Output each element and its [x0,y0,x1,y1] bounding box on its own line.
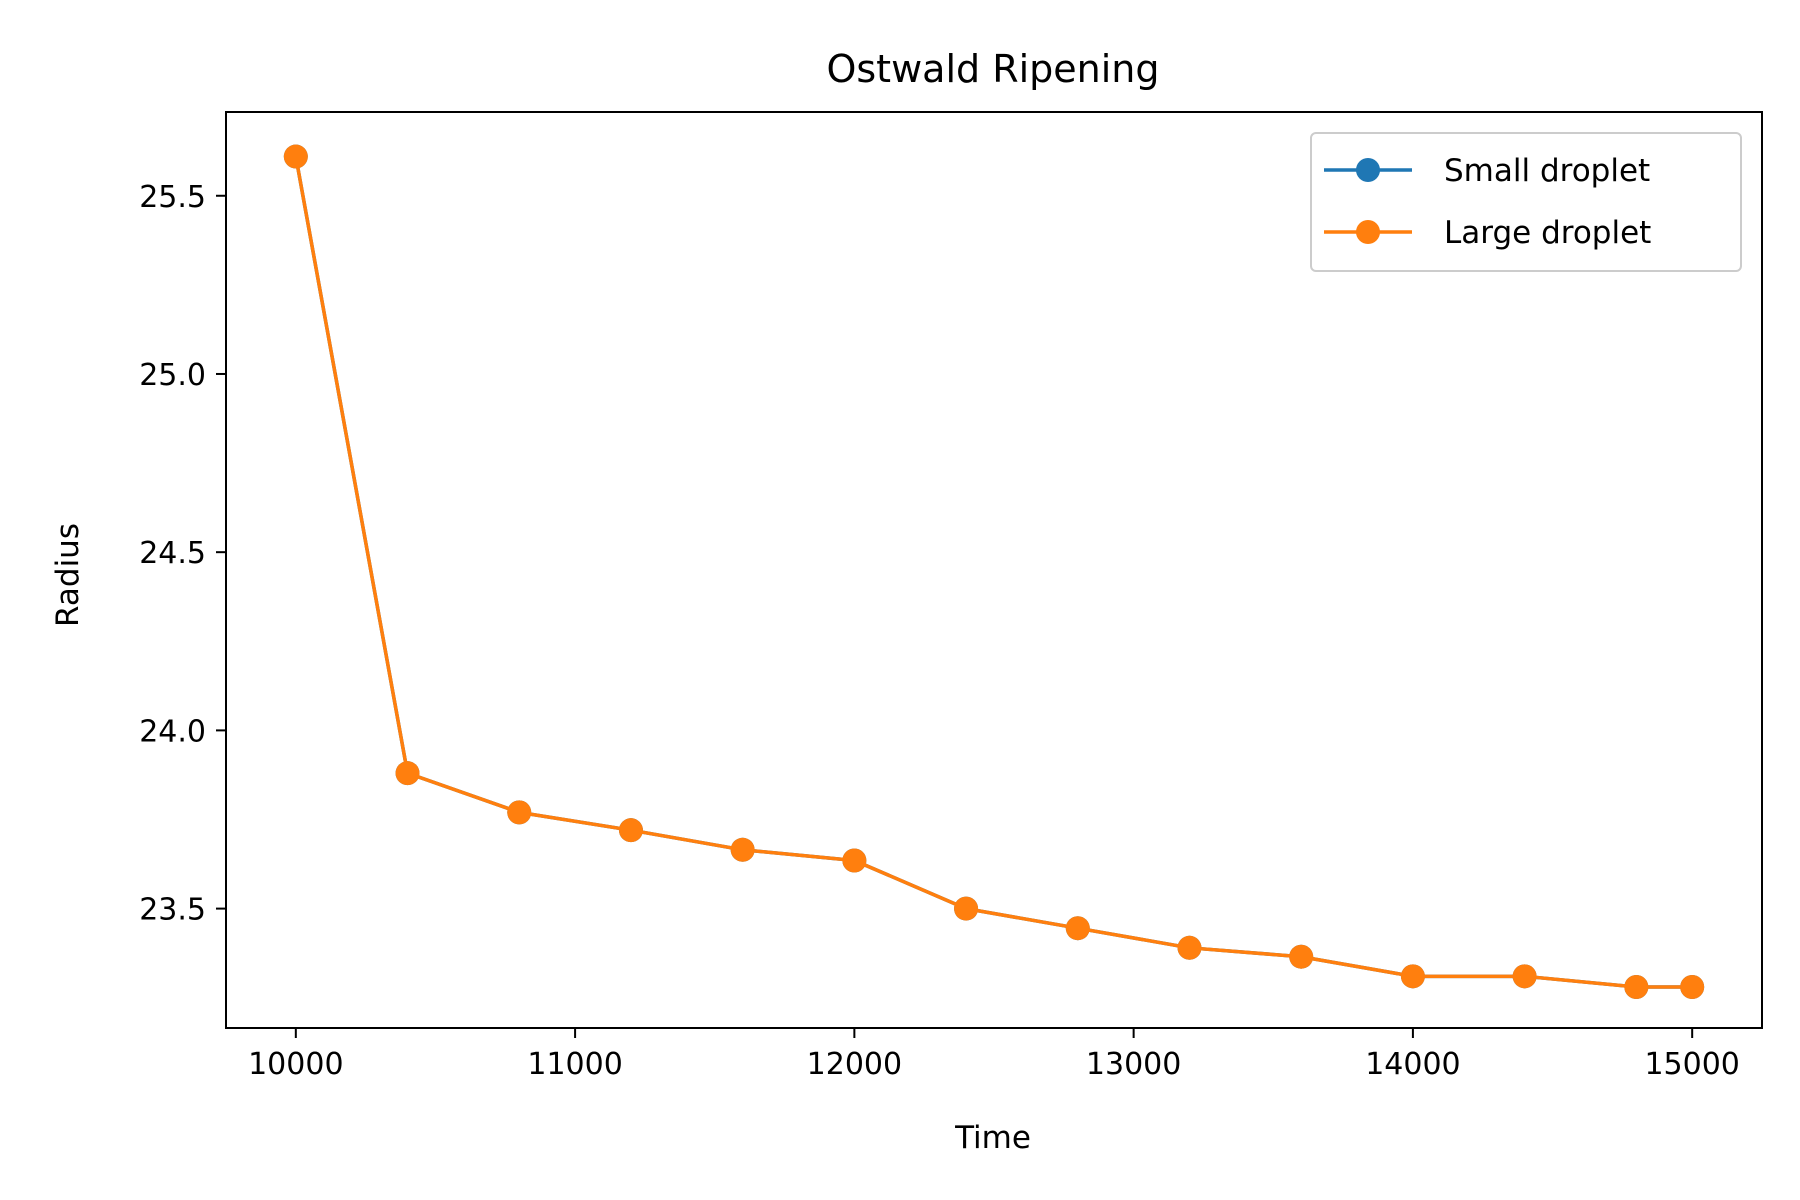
x-axis-ticks: 10000 11000 12000 13000 14000 15000 [248,1028,1740,1082]
plot-area: 10000 11000 12000 13000 14000 15000 23.524.02… [139,111,1763,1082]
series-line-large-droplet [294,156,1693,989]
data-point-large-droplet [1680,975,1705,1000]
legend-frame [1310,132,1742,272]
x-tick-label: 14000 [1365,1047,1460,1082]
data-point-large-droplet [507,800,532,825]
legend-swatch-marker [1356,158,1380,182]
data-point-large-droplet [842,848,867,873]
x-tick-label: 10000 [248,1047,343,1082]
data-point-large-droplet [1177,935,1202,960]
data-point-large-droplet [618,818,643,843]
legend-label: Large droplet [1444,215,1651,251]
data-point-large-droplet [395,761,420,786]
legend-items: Small droplet Large droplet [1324,153,1651,251]
x-axis-label: Time [954,1120,1031,1156]
data-point-large-droplet [954,896,979,921]
legend-label: Small droplet [1444,153,1650,189]
x-tick-label: 12000 [807,1047,902,1082]
y-tick-label: 25.5 [139,180,206,215]
y-tick-label: 24.5 [139,536,206,571]
data-point-large-droplet [1289,944,1314,969]
data-point-large-droplet [283,144,308,169]
data-point-large-droplet [730,837,755,862]
legend-item-small-droplet: Small droplet [1324,153,1650,189]
x-tick-label: 13000 [1086,1047,1181,1082]
y-axis-label: Radius [50,523,86,627]
axes-frame [225,111,1763,1029]
data-point-large-droplet [1512,964,1537,989]
y-axis-ticks: 23.5 24.0 24.5 25.0 25.5 [139,180,226,928]
data-point-large-droplet [1624,975,1649,1000]
data-point-large-droplet [1400,964,1425,989]
data-point-large-droplet [1065,916,1090,941]
series-layer [283,144,1705,1000]
legend-swatch-marker [1356,220,1380,244]
legend-item-large-droplet: Large droplet [1324,215,1651,251]
legend: Small droplet Large droplet [1310,132,1742,272]
x-tick-label: 15000 [1644,1047,1739,1082]
y-tick-label: 23.5 [139,893,206,928]
series-large-droplet [283,144,1705,1000]
y-tick-label: 25.0 [139,358,206,393]
y-tick-label: 24.0 [139,714,206,749]
x-tick-label: 11000 [527,1047,622,1082]
chart-title: Ostwald Ripening [826,47,1159,91]
